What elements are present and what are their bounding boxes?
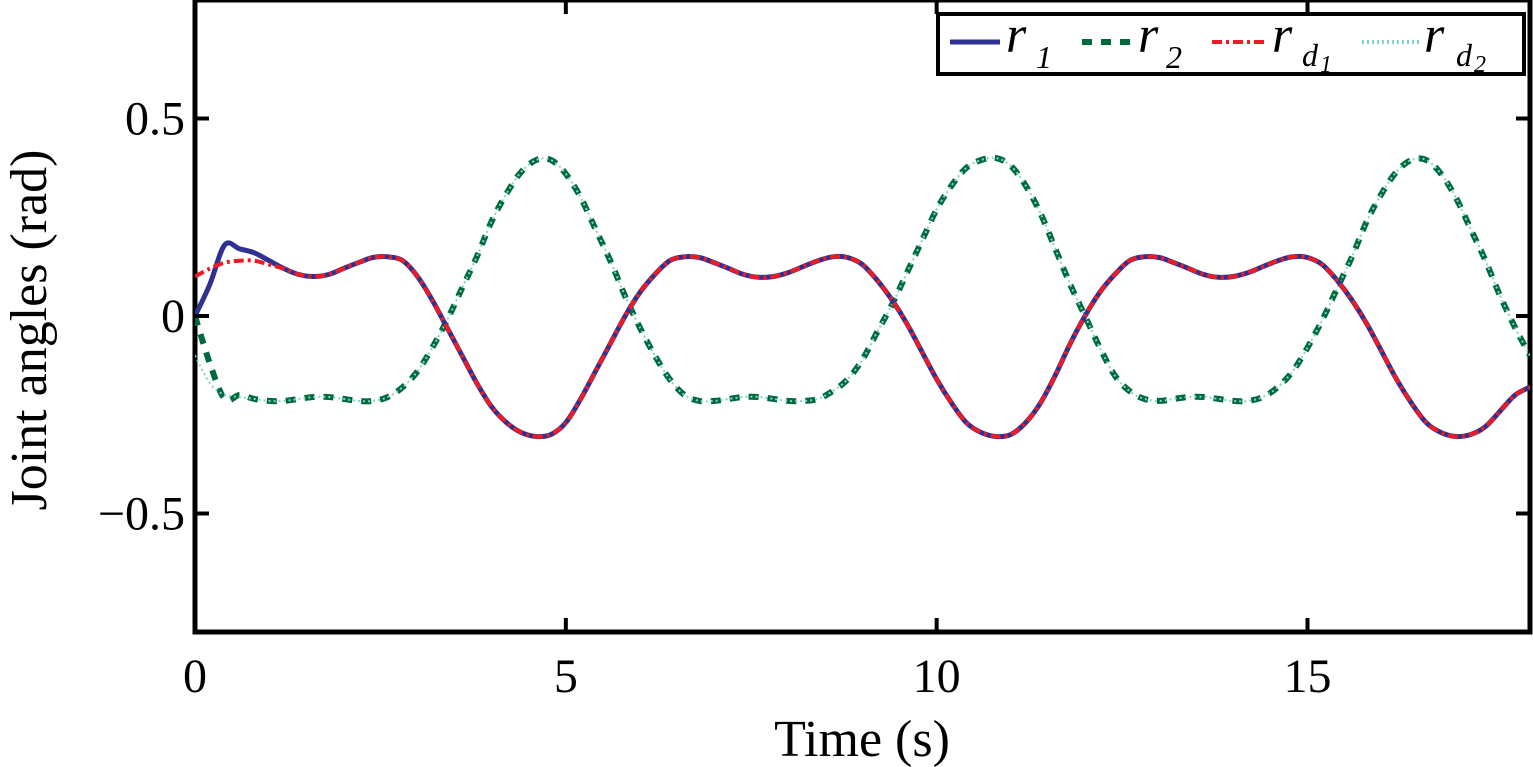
y-tick-label: 0.5: [125, 93, 185, 146]
ticks-layer: [193, 0, 1530, 632]
x-tick-labels: 0 5 10 15: [183, 650, 1332, 703]
legend-label-r1: r: [1006, 7, 1027, 64]
series-layer: [195, 154, 1530, 440]
legend-sub-rd2: d: [1456, 37, 1473, 73]
series-line-rd2: [195, 156, 1530, 403]
legend-label-rd2: r: [1424, 7, 1445, 64]
y-tick-label: 0: [161, 290, 185, 343]
series-line-rd1: [195, 254, 1530, 439]
x-tick-label: 5: [554, 650, 578, 703]
x-tick-label: 15: [1284, 650, 1332, 703]
series-line-r2: [195, 154, 1530, 405]
y-tick-label: −0.5: [98, 488, 185, 541]
legend-subsub-rd1: 1: [1320, 52, 1332, 78]
x-tick-label: 0: [183, 650, 207, 703]
legend-sub-rd1: d: [1302, 37, 1319, 73]
legend-sub-r1: 1: [1036, 39, 1052, 75]
y-tick-labels: −0.5 0 0.5: [98, 93, 185, 541]
legend-subsub-rd2: 2: [1474, 52, 1486, 78]
legend-sub-r2: 2: [1166, 39, 1182, 75]
legend-label-r2: r: [1138, 7, 1159, 64]
plot-area-frame: [192, 0, 1533, 635]
legend-box: [936, 12, 1526, 76]
y-axis-title: Joint angles (rad): [1, 149, 58, 510]
x-tick-label: 10: [913, 650, 961, 703]
legend: r 1 r 2 r d 1 r d 2: [936, 7, 1526, 78]
legend-label-rd1: r: [1272, 7, 1293, 64]
x-axis-title: Time (s): [774, 711, 950, 767]
